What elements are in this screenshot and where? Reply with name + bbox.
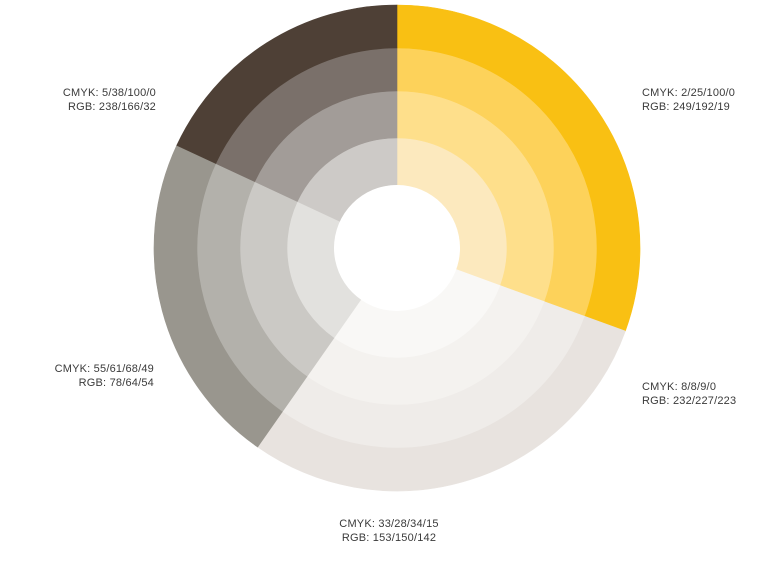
color-wheel-segments <box>153 4 641 492</box>
color-wheel-center-hole <box>334 185 460 311</box>
rgb-value-orange: RGB: 238/166/32 <box>67 101 156 113</box>
wheel-segment-dark-brown-ring-4 <box>176 4 398 164</box>
cmyk-value-orange: CMYK: 5/38/100/0 <box>62 87 156 99</box>
cmyk-value-light-gray: CMYK: 8/8/9/0 <box>642 381 717 393</box>
swatch-label-orange: CMYK: 5/38/100/0 RGB: 238/166/32 <box>0 86 156 114</box>
swatch-label-light-gray: CMYK: 8/8/9/0 RGB: 232/227/223 <box>642 380 778 408</box>
cmyk-value-mid-gray: CMYK: 33/28/34/15 <box>339 518 439 530</box>
rgb-value-light-gray: RGB: 232/227/223 <box>642 395 737 407</box>
rgb-value-dark-brown: RGB: 78/64/54 <box>78 377 154 389</box>
rgb-value-mid-gray: RGB: 153/150/142 <box>341 532 437 544</box>
rgb-value-yellow: RGB: 249/192/19 <box>642 101 731 113</box>
cmyk-value-yellow: CMYK: 2/25/100/0 <box>642 87 736 99</box>
swatch-label-dark-brown: CMYK: 55/61/68/49 RGB: 78/64/54 <box>0 362 154 390</box>
swatch-label-mid-gray: CMYK: 33/28/34/15 RGB: 153/150/142 <box>304 517 474 545</box>
cmyk-value-dark-brown: CMYK: 55/61/68/49 <box>54 363 154 375</box>
swatch-label-yellow: CMYK: 2/25/100/0 RGB: 249/192/19 <box>642 86 778 114</box>
